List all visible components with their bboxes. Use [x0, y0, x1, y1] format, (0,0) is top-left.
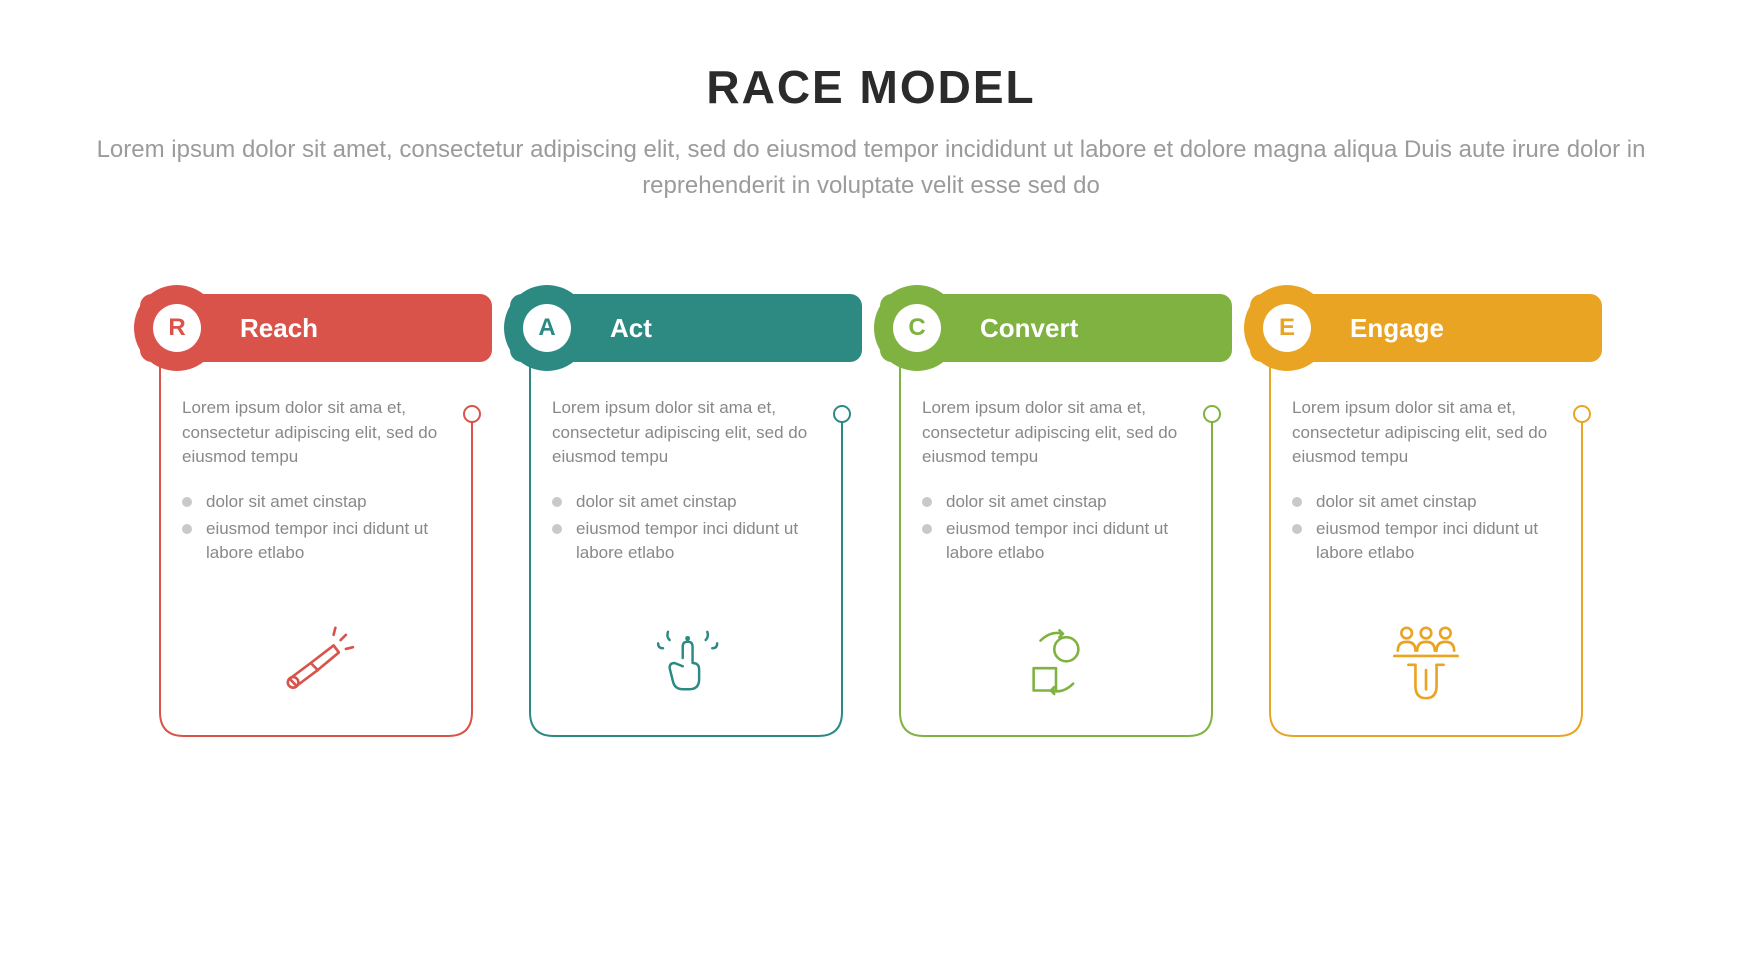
bullet-list: dolor sit amet cinstap eiusmod tempor in…: [182, 490, 476, 566]
card-body: Lorem ipsum dolor sit ama et, consectetu…: [880, 362, 1232, 566]
letter-badge: C: [893, 304, 941, 352]
card-body: Lorem ipsum dolor sit ama et, consectetu…: [510, 362, 862, 566]
pill-convert: C Convert: [880, 294, 1232, 362]
page-title: RACE MODEL: [30, 60, 1712, 114]
pill-engage: E Engage: [1250, 294, 1602, 362]
list-item: dolor sit amet cinstap: [922, 490, 1216, 515]
pill-label: Engage: [1350, 313, 1444, 344]
card-engage: E Engage Lorem ipsum dolor sit ama et, c…: [1250, 294, 1602, 742]
letter-text: C: [908, 314, 925, 342]
card-description: Lorem ipsum dolor sit ama et, consectetu…: [182, 396, 476, 470]
letter-text: E: [1279, 314, 1295, 342]
engage-icon: [1381, 618, 1471, 708]
list-item: eiusmod tempor inci didunt ut labore etl…: [922, 517, 1216, 566]
letter-badge: E: [1263, 304, 1311, 352]
pill-reach: R Reach: [140, 294, 492, 362]
card-description: Lorem ipsum dolor sit ama et, consectetu…: [1292, 396, 1586, 470]
convert-icon: [1011, 618, 1101, 708]
letter-text: A: [538, 314, 555, 342]
pill-act: A Act: [510, 294, 862, 362]
bullet-list: dolor sit amet cinstap eiusmod tempor in…: [552, 490, 846, 566]
card-reach: R Reach Lorem ipsum dolor sit ama et, co…: [140, 294, 492, 742]
letter-text: R: [168, 314, 185, 342]
list-item: dolor sit amet cinstap: [1292, 490, 1586, 515]
bullet-list: dolor sit amet cinstap eiusmod tempor in…: [922, 490, 1216, 566]
pill-label: Act: [610, 313, 652, 344]
pill-label: Convert: [980, 313, 1078, 344]
letter-badge-outer: C: [874, 285, 960, 371]
page-subtitle: Lorem ipsum dolor sit amet, consectetur …: [91, 132, 1651, 204]
card-row: R Reach Lorem ipsum dolor sit ama et, co…: [30, 294, 1712, 742]
letter-badge-outer: E: [1244, 285, 1330, 371]
list-item: dolor sit amet cinstap: [552, 490, 846, 515]
list-item: eiusmod tempor inci didunt ut labore etl…: [182, 517, 476, 566]
letter-badge: R: [153, 304, 201, 352]
card-convert: C Convert Lorem ipsum dolor sit ama et, …: [880, 294, 1232, 742]
list-item: eiusmod tempor inci didunt ut labore etl…: [552, 517, 846, 566]
list-item: dolor sit amet cinstap: [182, 490, 476, 515]
card-body: Lorem ipsum dolor sit ama et, consectetu…: [1250, 362, 1602, 566]
letter-badge-outer: R: [134, 285, 220, 371]
letter-badge: A: [523, 304, 571, 352]
letter-badge-outer: A: [504, 285, 590, 371]
bullet-list: dolor sit amet cinstap eiusmod tempor in…: [1292, 490, 1586, 566]
card-act: A Act Lorem ipsum dolor sit ama et, cons…: [510, 294, 862, 742]
card-description: Lorem ipsum dolor sit ama et, consectetu…: [922, 396, 1216, 470]
megaphone-icon: [271, 618, 361, 708]
card-body: Lorem ipsum dolor sit ama et, consectetu…: [140, 362, 492, 566]
pill-label: Reach: [240, 313, 318, 344]
list-item: eiusmod tempor inci didunt ut labore etl…: [1292, 517, 1586, 566]
card-description: Lorem ipsum dolor sit ama et, consectetu…: [552, 396, 846, 470]
touch-icon: [641, 618, 731, 708]
